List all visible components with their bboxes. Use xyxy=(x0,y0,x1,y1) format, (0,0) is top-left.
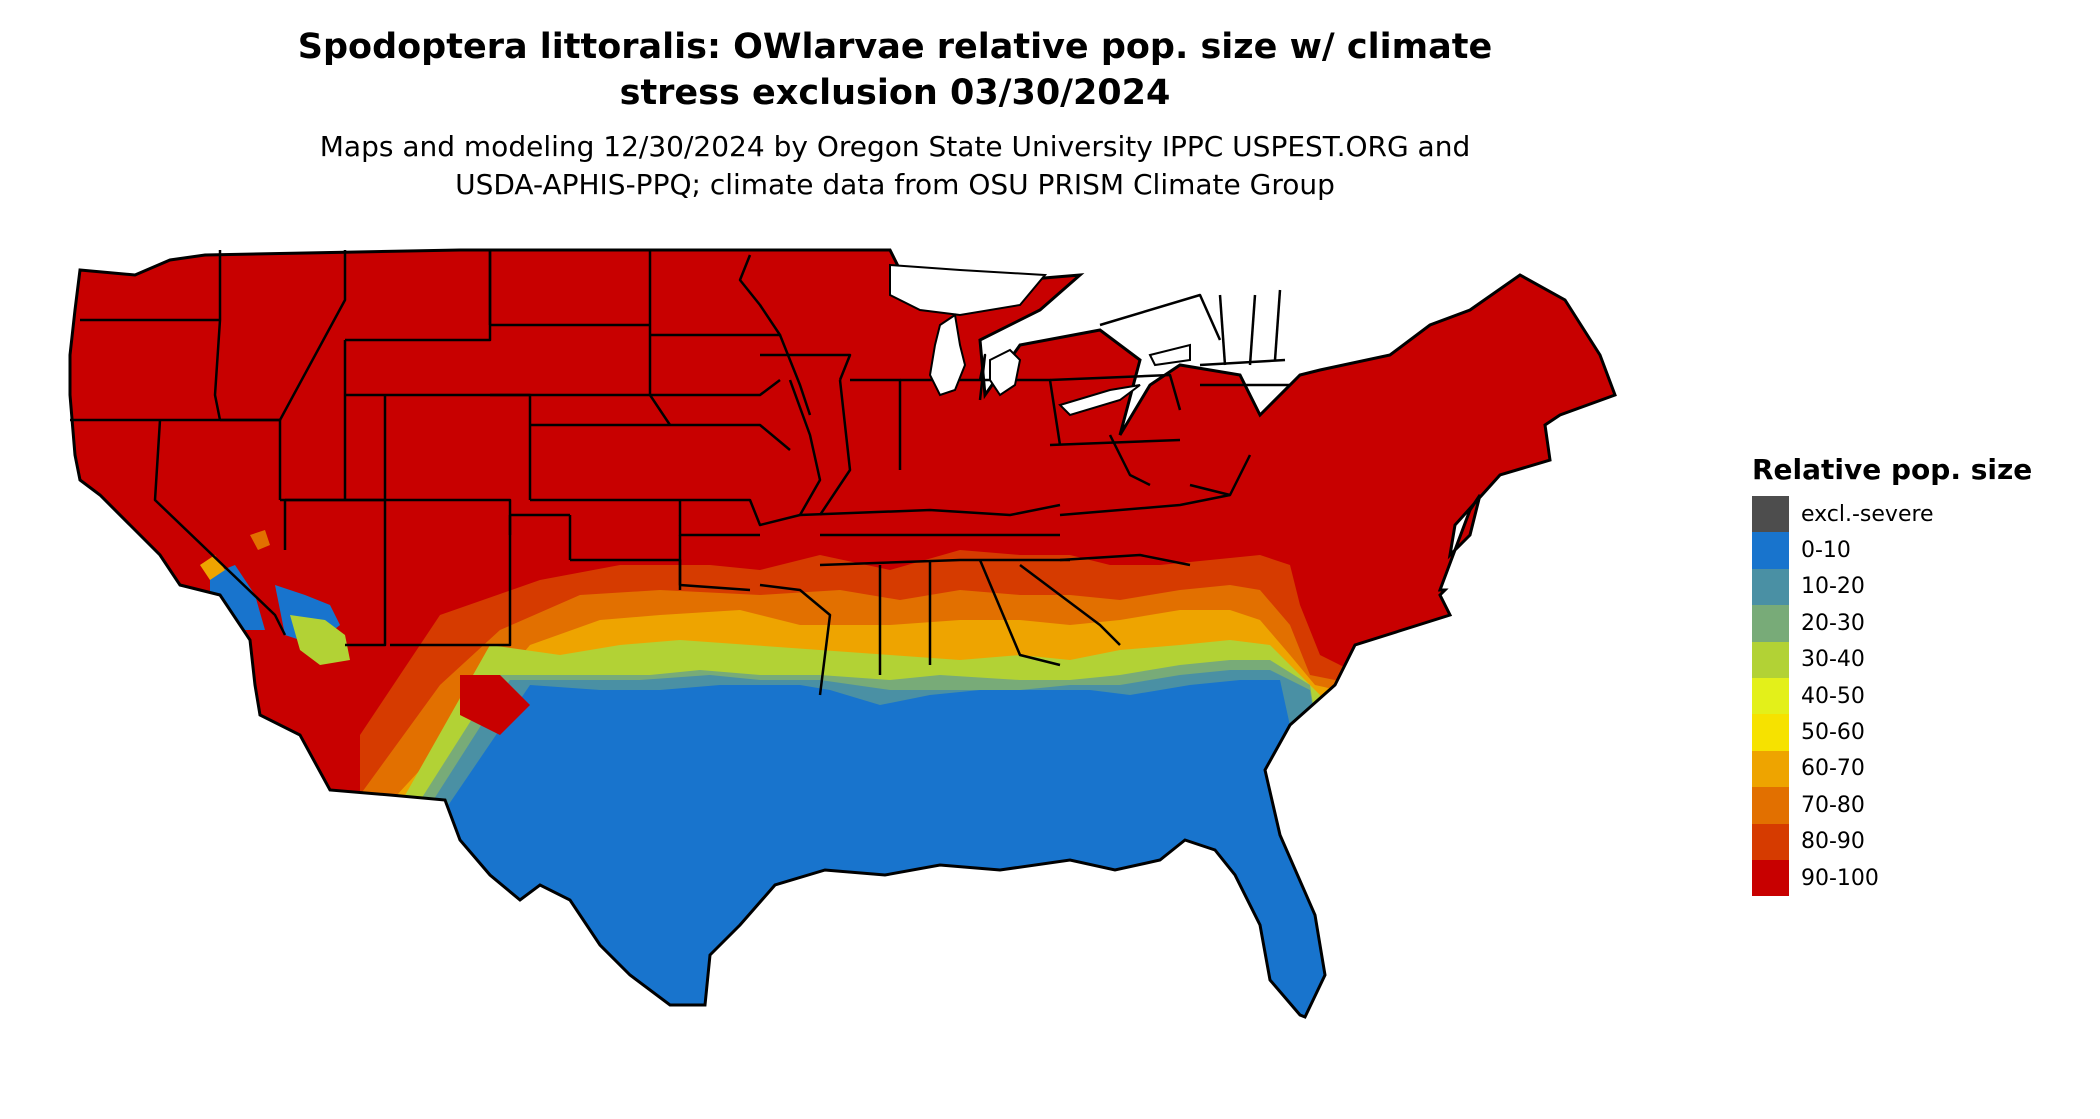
us-map xyxy=(60,235,1740,1115)
legend-swatch xyxy=(1752,641,1789,678)
legend-title: Relative pop. size xyxy=(1752,453,2033,486)
legend-swatch xyxy=(1752,568,1789,606)
legend-label: 30-40 xyxy=(1801,647,1865,673)
legend-label: excl.-severe xyxy=(1801,501,1934,527)
legend-swatch xyxy=(1752,677,1789,715)
legend-label: 90-100 xyxy=(1801,865,1879,891)
legend-swatch xyxy=(1752,605,1789,642)
map-title: Spodoptera littoralis: OWlarvae relative… xyxy=(0,24,1790,116)
legend-item-80-90: 80-90 xyxy=(1752,823,2032,860)
legend-label: 20-30 xyxy=(1801,610,1865,636)
legend-item-40-50: 40-50 xyxy=(1752,677,2032,715)
legend-item-50-60: 50-60 xyxy=(1752,714,2032,751)
state-borders xyxy=(70,250,1290,696)
legend-swatch xyxy=(1752,823,1789,860)
subtitle-line-1: Maps and modeling 12/30/2024 by Oregon S… xyxy=(319,130,1471,163)
map-subtitle: Maps and modeling 12/30/2024 by Oregon S… xyxy=(0,128,1790,204)
legend-label: 40-50 xyxy=(1801,683,1865,709)
legend-item-30-40: 30-40 xyxy=(1752,641,2032,678)
legend-item-20-30: 20-30 xyxy=(1752,605,2032,642)
legend-swatch xyxy=(1752,859,1789,897)
subtitle-line-2: USDA-APHIS-PPQ; climate data from OSU PR… xyxy=(455,168,1335,201)
legend-label: 0-10 xyxy=(1801,538,1851,564)
legend-item-70-80: 70-80 xyxy=(1752,787,2032,824)
legend-item-excl-severe: excl.-severe xyxy=(1752,496,2032,533)
legend-label: 70-80 xyxy=(1801,792,1865,818)
legend-swatch xyxy=(1752,532,1789,569)
title-line-2: stress exclusion 03/30/2024 xyxy=(619,73,1171,113)
legend-swatch xyxy=(1752,496,1789,533)
legend-swatch xyxy=(1752,787,1789,824)
legend-label: 60-70 xyxy=(1801,756,1865,782)
legend-label: 10-20 xyxy=(1801,574,1865,600)
legend-item-60-70: 60-70 xyxy=(1752,750,2032,788)
legend-label: 80-90 xyxy=(1801,829,1865,855)
great-lakes xyxy=(889,263,1191,417)
legend-item-10-20: 10-20 xyxy=(1752,568,2032,606)
legend-swatch xyxy=(1752,750,1789,788)
us-map-svg xyxy=(68,248,1617,1019)
legend-items: excl.-severe 0-10 10-20 20-30 30-40 40-5… xyxy=(1752,496,2032,897)
legend-label: 50-60 xyxy=(1801,720,1865,746)
title-line-1: Spodoptera littoralis: OWlarvae relative… xyxy=(297,27,1493,67)
legend: Relative pop. size excl.-severe 0-10 10-… xyxy=(1752,452,2033,897)
legend-item-0-10: 0-10 xyxy=(1752,532,2032,569)
legend-swatch xyxy=(1752,714,1789,751)
legend-item-90-100: 90-100 xyxy=(1752,859,2032,897)
